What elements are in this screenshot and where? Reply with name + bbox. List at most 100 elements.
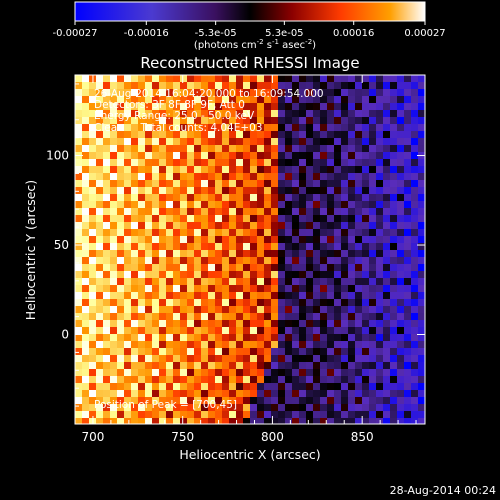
heatmap-cell [215,299,222,306]
heatmap-cell [334,215,341,222]
heatmap-cell [257,152,264,159]
heatmap-cell [355,159,362,166]
heatmap-cell [117,215,124,222]
heatmap-cell [404,75,411,82]
heatmap-cell [383,285,390,292]
heatmap-cell [145,145,152,152]
heatmap-cell [131,355,138,362]
heatmap-cell [124,208,131,215]
heatmap-cell [194,355,201,362]
heatmap-cell [271,348,278,355]
heatmap-cell [264,208,271,215]
heatmap-cell [264,411,271,418]
heatmap-cell [138,348,145,355]
heatmap-cell [355,131,362,138]
heatmap-cell [278,278,285,285]
heatmap-cell [418,390,425,397]
heatmap-cell [159,250,166,257]
heatmap-cell [243,327,250,334]
heatmap-cell [320,201,327,208]
heatmap-cell [138,75,145,82]
footer-date: 28-Aug-2014 00:24 [390,484,496,497]
heatmap-cell [271,215,278,222]
heatmap-cell [320,369,327,376]
heatmap-cell [152,180,159,187]
heatmap-cell [250,404,257,411]
heatmap-cell [306,208,313,215]
heatmap-cell [257,145,264,152]
heatmap-cell [96,166,103,173]
heatmap-cell [369,131,376,138]
heatmap-cell [236,180,243,187]
heatmap-cell [110,264,117,271]
heatmap-cell [355,103,362,110]
heatmap-cell [376,82,383,89]
heatmap-cell [243,306,250,313]
heatmap-cell [292,89,299,96]
heatmap-cell [250,82,257,89]
heatmap-cell [187,243,194,250]
heatmap-cell [131,243,138,250]
heatmap-cell [180,362,187,369]
heatmap-cell [327,397,334,404]
heatmap-cell [187,194,194,201]
heatmap-cell [320,187,327,194]
heatmap-cell [271,285,278,292]
heatmap-cell [236,250,243,257]
heatmap-cell [173,180,180,187]
heatmap-cell [327,236,334,243]
heatmap-cell [278,208,285,215]
heatmap-cell [418,404,425,411]
heatmap-cell [257,187,264,194]
heatmap-cell [306,180,313,187]
heatmap-cell [243,166,250,173]
heatmap-cell [89,285,96,292]
heatmap-cell [243,271,250,278]
heatmap-cell [131,299,138,306]
heatmap-cell [376,327,383,334]
heatmap-cell [250,250,257,257]
heatmap-cell [397,201,404,208]
heatmap-cell [278,138,285,145]
heatmap-cell [75,271,82,278]
heatmap-cell [355,75,362,82]
heatmap-cell [103,341,110,348]
heatmap-cell [124,376,131,383]
heatmap-cell [201,236,208,243]
heatmap-cell [334,222,341,229]
heatmap-cell [341,299,348,306]
heatmap-cell [82,264,89,271]
heatmap-cell [222,166,229,173]
heatmap-cell [138,397,145,404]
heatmap-cell [166,208,173,215]
heatmap-cell [278,404,285,411]
heatmap-cell [313,327,320,334]
heatmap-cell [117,173,124,180]
heatmap-cell [320,348,327,355]
heatmap-cell [180,264,187,271]
heatmap-cell [390,145,397,152]
heatmap-cell [222,292,229,299]
heatmap-cell [397,397,404,404]
heatmap-cell [166,103,173,110]
heatmap-cell [271,390,278,397]
heatmap-cell [257,376,264,383]
heatmap-cell [418,383,425,390]
heatmap-cell [131,103,138,110]
heatmap-cell [124,313,131,320]
heatmap-cell [243,264,250,271]
heatmap-cell [222,110,229,117]
heatmap-cell [411,397,418,404]
heatmap-cell [75,166,82,173]
heatmap-cell [194,89,201,96]
heatmap-cell [180,152,187,159]
heatmap-cell [376,180,383,187]
heatmap-cell [131,341,138,348]
heatmap-cell [292,390,299,397]
heatmap-cell [404,159,411,166]
heatmap-cell [75,89,82,96]
heatmap-cell [376,201,383,208]
heatmap-cell [152,257,159,264]
heatmap-cell [327,313,334,320]
heatmap-cell [229,173,236,180]
